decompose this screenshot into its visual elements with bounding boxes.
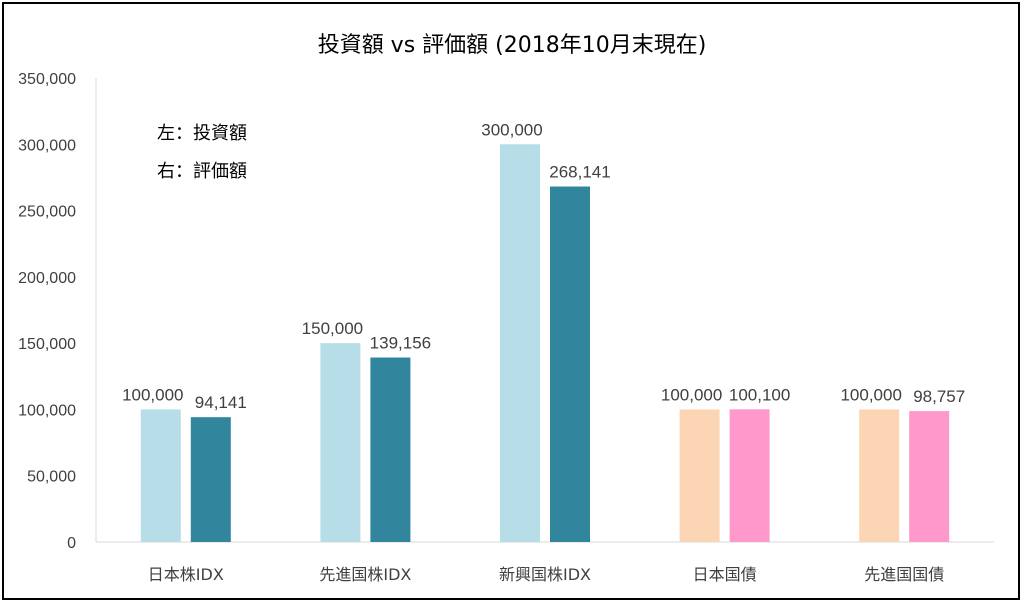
bar-series-2 xyxy=(370,357,411,542)
y-tick-label: 250,000 xyxy=(18,204,76,221)
y-tick-label: 100,000 xyxy=(18,402,76,419)
plot-area: 0 50,000 100,000 150,000 200,000 250,000 300,0… xyxy=(18,71,994,584)
y-tick-label: 50,000 xyxy=(27,469,76,486)
bar-series-1 xyxy=(500,144,540,543)
bar-series-2 xyxy=(729,409,770,542)
data-label: 94,141 xyxy=(195,393,247,412)
data-label: 150,000 xyxy=(302,319,363,338)
x-category-label: 日本株IDX xyxy=(148,565,224,584)
data-label: 268,141 xyxy=(549,163,610,182)
y-tick-label: 350,000 xyxy=(18,71,76,88)
data-label: 100,000 xyxy=(661,385,722,404)
data-label: 98,757 xyxy=(913,387,965,406)
bar-series-1 xyxy=(859,409,900,542)
bar-series-1 xyxy=(140,409,181,542)
bar-series-2 xyxy=(550,186,590,542)
chart-title: 投資額 vs 評価額 (2018年10月末現在) xyxy=(318,33,707,58)
data-label: 300,000 xyxy=(481,120,542,139)
y-tick-label: 150,000 xyxy=(18,336,76,353)
data-label: 139,156 xyxy=(370,334,431,353)
y-tick-label: 0 xyxy=(67,535,76,552)
bar-series-1 xyxy=(679,409,720,542)
bar-series-1 xyxy=(320,343,361,542)
legend-note-left: 左：投資額 xyxy=(157,123,247,144)
y-tick-label: 200,000 xyxy=(18,270,76,287)
x-category-label: 先進国株IDX xyxy=(319,565,411,584)
x-category-label: 日本国債 xyxy=(693,565,757,584)
data-label: 100,000 xyxy=(122,385,183,404)
bar-series-2 xyxy=(909,411,950,542)
legend-note-right: 右：評価額 xyxy=(157,161,247,182)
data-label: 100,100 xyxy=(729,385,790,404)
data-label: 100,000 xyxy=(840,385,901,404)
x-category-label: 新興国株IDX xyxy=(499,565,591,584)
y-tick-label: 300,000 xyxy=(18,137,76,154)
bar-series-2 xyxy=(190,417,231,542)
x-category-label: 先進国国債 xyxy=(864,565,944,584)
